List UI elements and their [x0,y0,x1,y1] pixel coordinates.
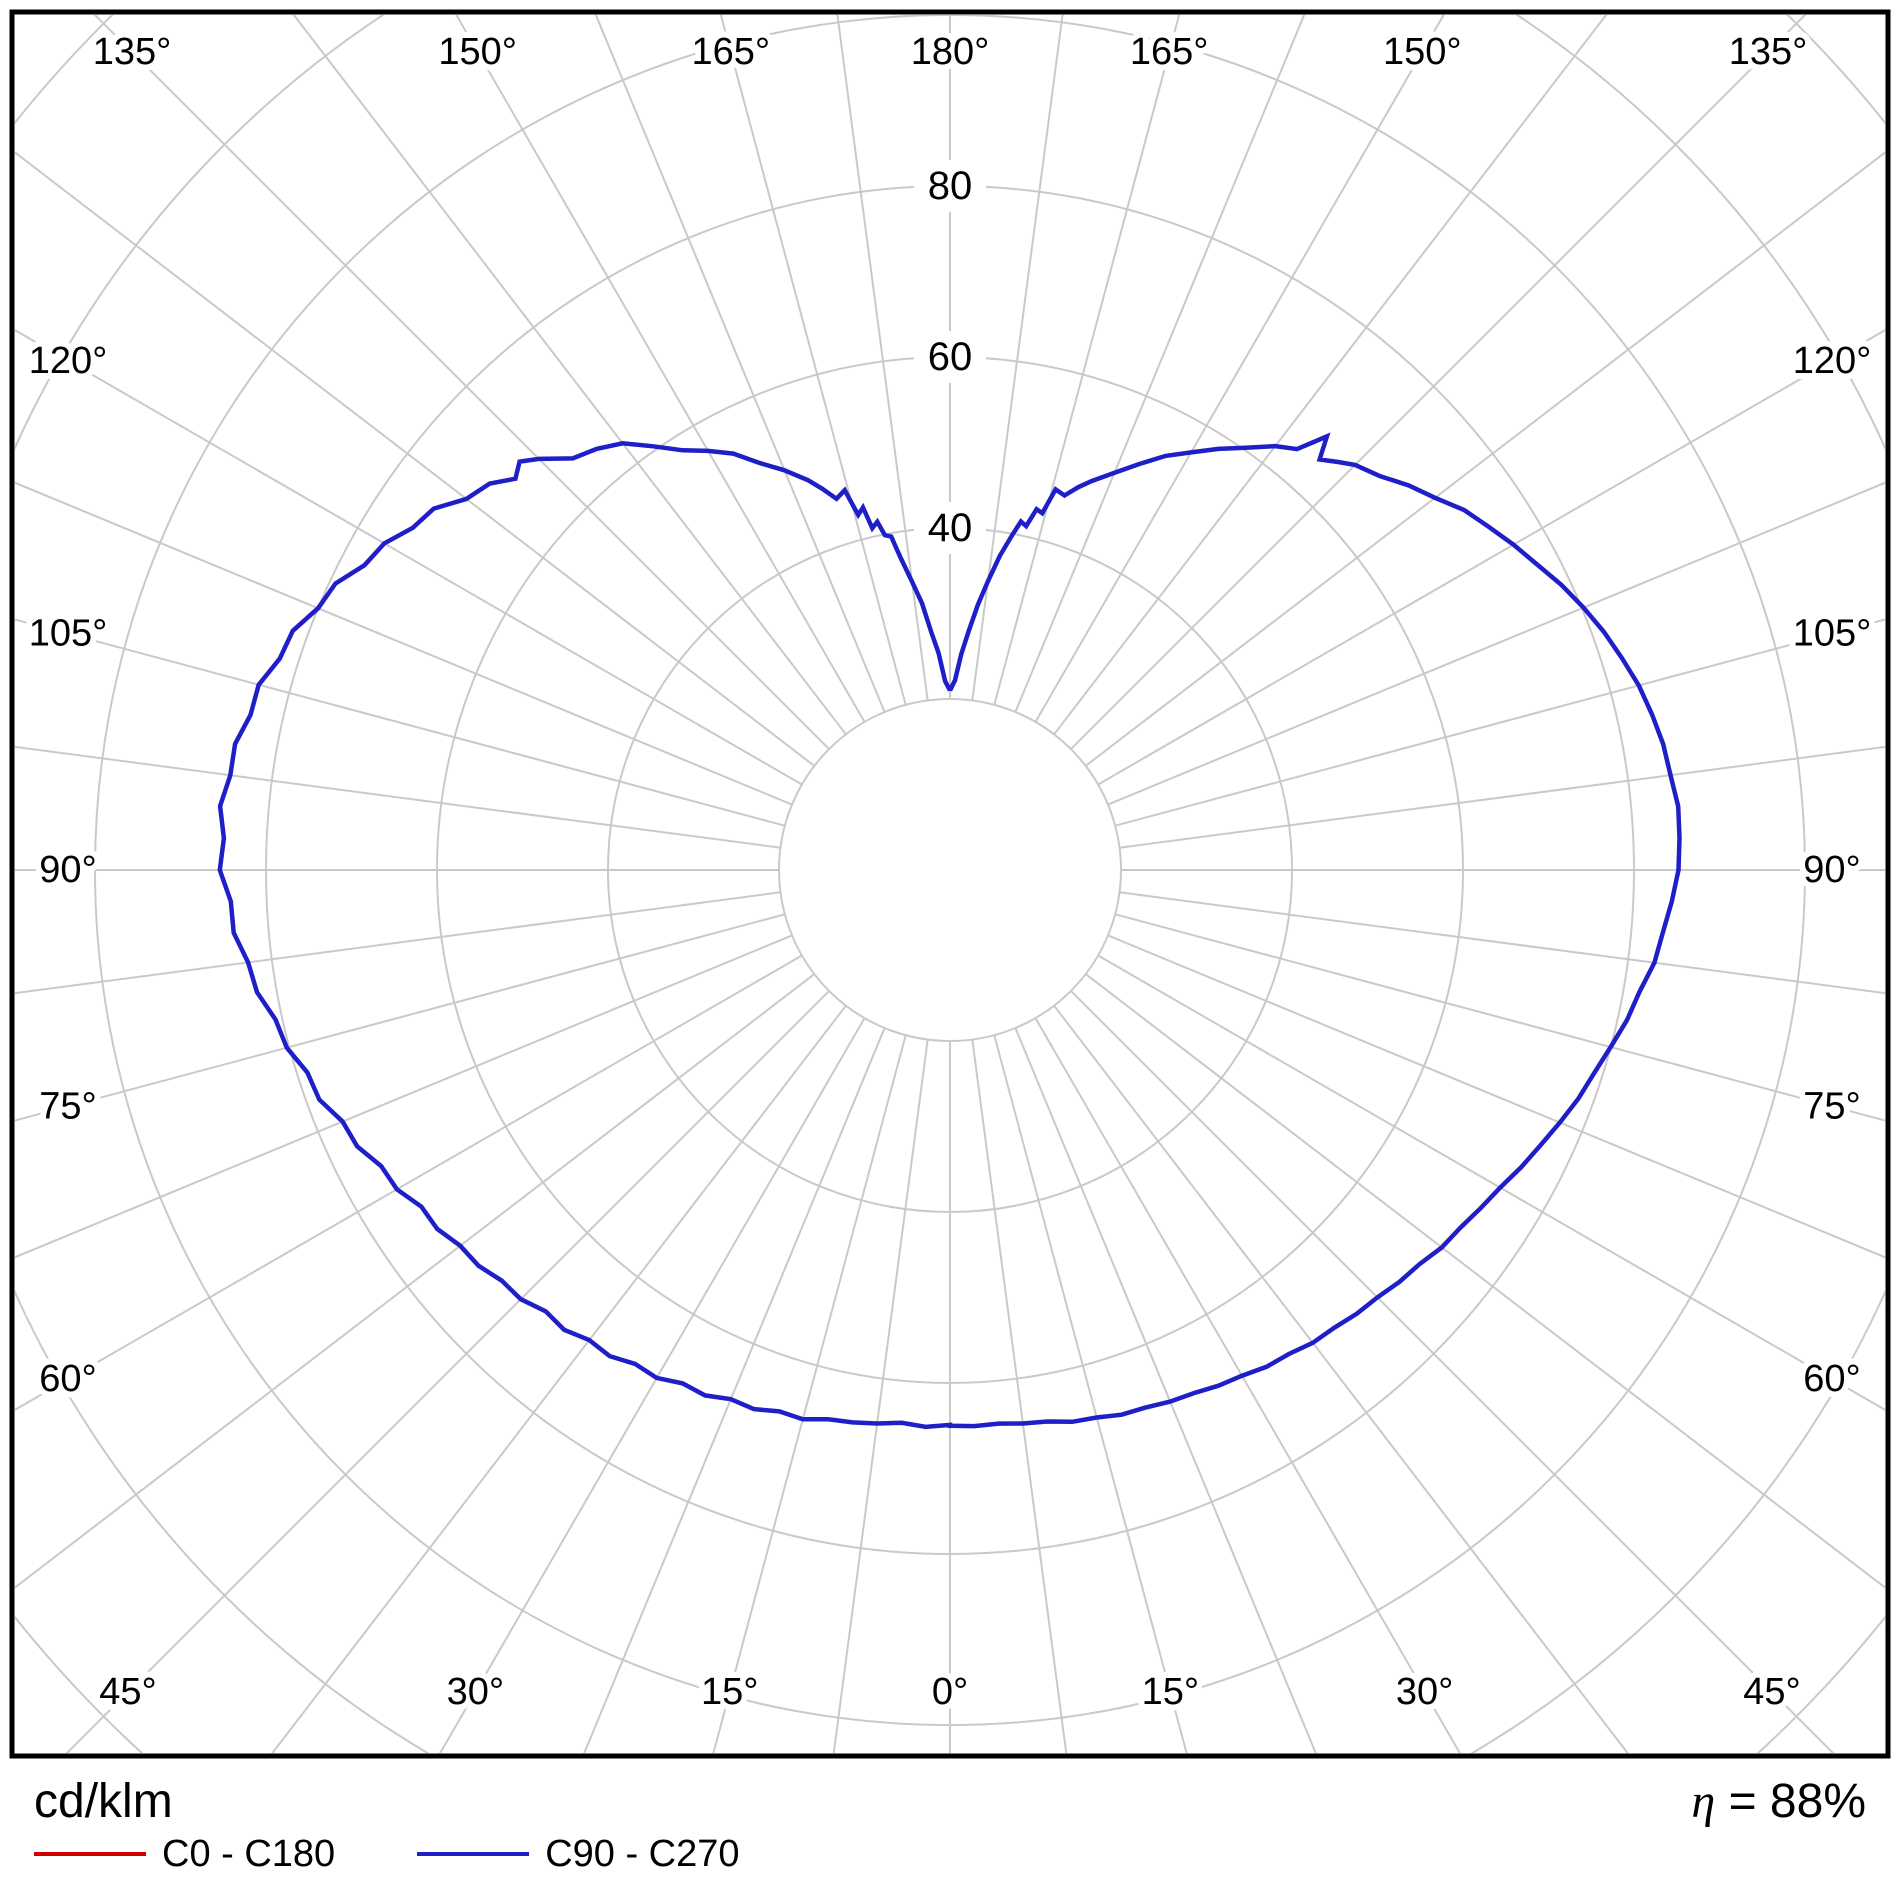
svg-text:165°: 165° [1130,31,1209,73]
svg-text:30°: 30° [1396,1671,1453,1713]
svg-text:150°: 150° [438,31,517,73]
svg-text:90°: 90° [1803,849,1860,891]
polar-grid [15,15,1885,1753]
angle-labels: 0° 15° 15° 30° 30° 45° 45° 60° 60° 75° 75° 90° 90° 10… [23,25,1878,1719]
svg-text:180°: 180° [911,31,990,73]
svg-text:45°: 45° [1743,1671,1800,1713]
svg-text:150°: 150° [1383,31,1462,73]
svg-text:120°: 120° [29,340,108,382]
svg-text:80: 80 [928,164,973,208]
svg-text:75°: 75° [39,1085,96,1127]
svg-text:40: 40 [928,506,973,550]
c0-c180-line-swatch [34,1852,146,1857]
legend-label-c90-c270: C90 - C270 [545,1832,740,1875]
c90-c270-line-swatch [417,1852,530,1857]
svg-text:60: 60 [928,335,973,379]
svg-text:30°: 30° [447,1671,504,1713]
svg-text:45°: 45° [99,1671,156,1713]
svg-text:105°: 105° [1793,613,1872,655]
chart-footer: cd/klm η = 88% C0 - C180 C90 - C270 [0,1768,1900,1900]
svg-text:105°: 105° [29,613,108,655]
svg-text:60°: 60° [39,1358,96,1400]
svg-text:135°: 135° [93,31,172,73]
chart-border [9,9,1891,1759]
legend-item-c0-c180: C0 - C180 [34,1833,335,1876]
svg-text:60°: 60° [1803,1358,1860,1400]
svg-text:15°: 15° [1142,1671,1199,1713]
unit-label: cd/klm [34,1775,173,1828]
svg-text:135°: 135° [1729,31,1808,73]
efficiency-label: η = 88% [1691,1775,1866,1829]
svg-text:0°: 0° [932,1671,968,1713]
curve-c90-c270 [217,432,1682,1430]
polar-photometric-chart: 40 60 80 0° 15° 15° 30° 30° 45° 45° 60° 60° 75° 75° 90… [9,9,1891,1759]
radial-tick-labels: 40 60 80 [914,160,986,554]
legend-label-c0-c180: C0 - C180 [162,1832,336,1875]
legend: C0 - C180 C90 - C270 [34,1833,1866,1876]
legend-item-c90-c270: C90 - C270 [417,1832,740,1876]
efficiency-value: = 88% [1728,1775,1866,1828]
footer-top-row: cd/klm η = 88% [34,1775,1866,1829]
svg-text:165°: 165° [691,31,770,73]
svg-text:90°: 90° [39,849,96,891]
svg-text:75°: 75° [1803,1085,1860,1127]
svg-text:120°: 120° [1793,340,1872,382]
svg-text:15°: 15° [701,1671,758,1713]
eta-symbol: η [1691,1775,1716,1828]
